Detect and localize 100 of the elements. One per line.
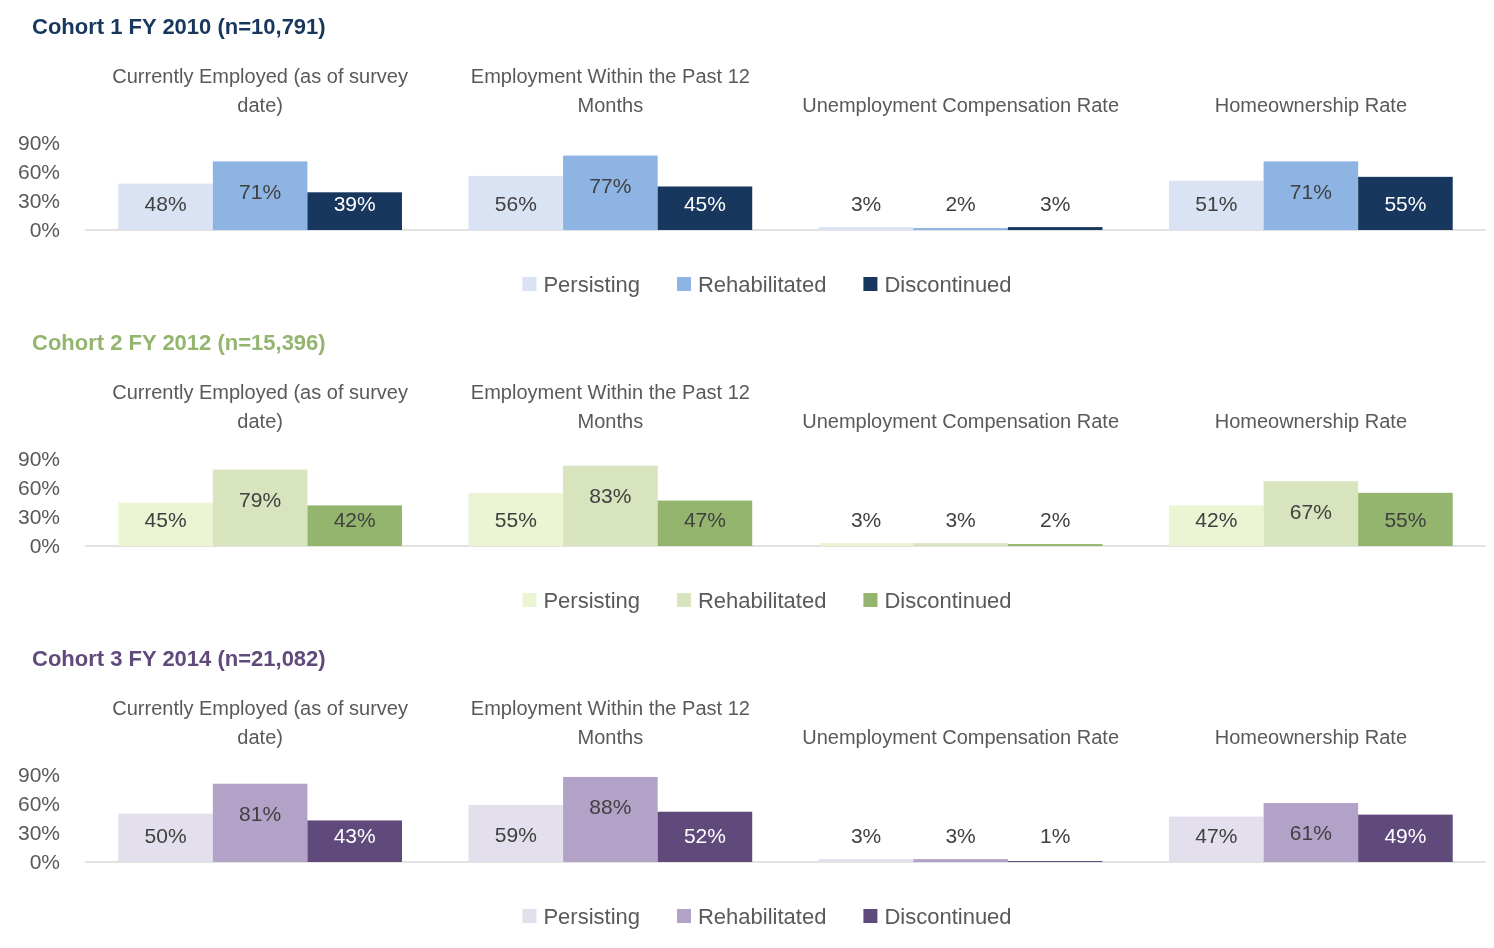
data-label: 3% — [850, 508, 882, 532]
data-label: 3% — [945, 824, 976, 848]
bar — [657, 811, 753, 862]
legend-label: Rehabilitated — [697, 903, 827, 929]
bar — [1263, 803, 1359, 862]
bar — [212, 783, 308, 862]
data-label: 55% — [1384, 508, 1427, 532]
legend-label: Discontinued — [884, 903, 1012, 929]
data-label: 67% — [1289, 499, 1332, 523]
y-tick-label: 60% — [17, 160, 60, 184]
data-label: 3% — [850, 192, 882, 216]
bar — [1263, 161, 1359, 230]
y-tick-label: 90% — [17, 131, 60, 155]
data-label: 61% — [1289, 821, 1332, 845]
data-label: 55% — [1384, 192, 1427, 216]
data-label: 77% — [589, 173, 632, 197]
data-label: 2% — [1040, 508, 1071, 532]
data-label: 71% — [239, 179, 282, 203]
data-label: 52% — [683, 824, 726, 848]
x-tick-label: Unemployment Compensation Rate — [802, 410, 1120, 432]
legend-label: Rehabilitated — [697, 271, 827, 297]
y-tick-label: 0% — [29, 850, 60, 874]
bar — [563, 465, 658, 546]
x-tick-label: Homeownership Rate — [1214, 94, 1408, 116]
y-tick-label: 0% — [29, 218, 60, 242]
data-label: 43% — [333, 824, 376, 848]
x-tick-label: Employment Within the Past 12 Months — [470, 697, 750, 748]
data-label: 45% — [144, 508, 187, 532]
y-tick-label: 60% — [17, 476, 60, 500]
y-tick-label: 90% — [17, 763, 60, 787]
bar — [118, 813, 213, 862]
bar — [212, 469, 308, 546]
legend-label: Persisting — [543, 903, 640, 929]
legend-label: Discontinued — [884, 587, 1012, 613]
x-tick-label: Unemployment Compensation Rate — [802, 94, 1120, 116]
bar — [118, 502, 213, 546]
x-tick-label: Currently Employed (as of survey date) — [112, 381, 408, 432]
bar — [468, 175, 564, 230]
y-tick-label: 30% — [17, 189, 60, 213]
data-label: 39% — [333, 192, 376, 216]
bar — [468, 804, 564, 862]
y-tick-label: 30% — [17, 505, 60, 529]
bar — [212, 161, 308, 230]
bar — [1358, 492, 1453, 546]
bar — [913, 859, 1008, 862]
bar — [1169, 816, 1264, 862]
bar — [913, 543, 1008, 546]
bar — [307, 505, 402, 546]
data-label: 47% — [1195, 824, 1238, 848]
bar — [563, 776, 658, 862]
y-tick-label: 60% — [17, 792, 60, 816]
bar — [563, 155, 658, 230]
bar — [818, 859, 914, 862]
bar — [468, 492, 564, 546]
bar — [1358, 814, 1453, 862]
x-tick-label: Employment Within the Past 12 Months — [470, 65, 750, 116]
legend-label: Persisting — [543, 587, 640, 613]
y-tick-label: 0% — [29, 534, 60, 558]
data-label: 47% — [683, 508, 726, 532]
bar — [818, 543, 914, 546]
x-tick-label: Homeownership Rate — [1214, 410, 1408, 432]
bar — [1169, 505, 1264, 546]
legend-label: Rehabilitated — [697, 587, 827, 613]
x-tick-label: Currently Employed (as of survey date) — [112, 65, 408, 116]
legend-label: Persisting — [543, 271, 640, 297]
data-label: 3% — [850, 824, 882, 848]
data-label: 50% — [144, 824, 187, 848]
bar — [657, 186, 753, 230]
data-label: 45% — [683, 192, 726, 216]
data-label: 42% — [333, 508, 376, 532]
data-label: 81% — [239, 802, 282, 826]
y-tick-label: 90% — [17, 447, 60, 471]
data-label: 83% — [589, 484, 632, 508]
bar — [1358, 176, 1453, 230]
bar — [818, 227, 914, 230]
chart-title: Cohort 2 FY 2012 (n=15,396) — [32, 329, 326, 355]
data-label: 49% — [1384, 824, 1427, 848]
x-tick-label: Homeownership Rate — [1214, 726, 1408, 748]
data-label: 55% — [494, 508, 537, 532]
data-label: 42% — [1195, 508, 1238, 532]
x-tick-label: Employment Within the Past 12 Months — [470, 381, 750, 432]
chart-title: Cohort 3 FY 2014 (n=21,082) — [32, 645, 326, 671]
data-label: 79% — [239, 487, 282, 511]
data-label: 88% — [589, 795, 632, 819]
bar — [1007, 227, 1103, 230]
data-label: 1% — [1040, 824, 1071, 848]
x-tick-label: Unemployment Compensation Rate — [802, 726, 1120, 748]
y-tick-label: 30% — [17, 821, 60, 845]
bar — [1169, 180, 1264, 230]
data-label: 3% — [1040, 192, 1071, 216]
chart-title: Cohort 1 FY 2010 (n=10,791) — [32, 13, 326, 39]
x-tick-label: Currently Employed (as of survey date) — [112, 697, 408, 748]
data-label: 2% — [945, 192, 976, 216]
bar — [307, 192, 402, 230]
legend-label: Discontinued — [884, 271, 1012, 297]
data-label: 71% — [1289, 179, 1332, 203]
bar — [1263, 481, 1359, 546]
data-label: 3% — [945, 508, 976, 532]
data-label: 59% — [494, 823, 537, 847]
data-label: 48% — [144, 192, 187, 216]
